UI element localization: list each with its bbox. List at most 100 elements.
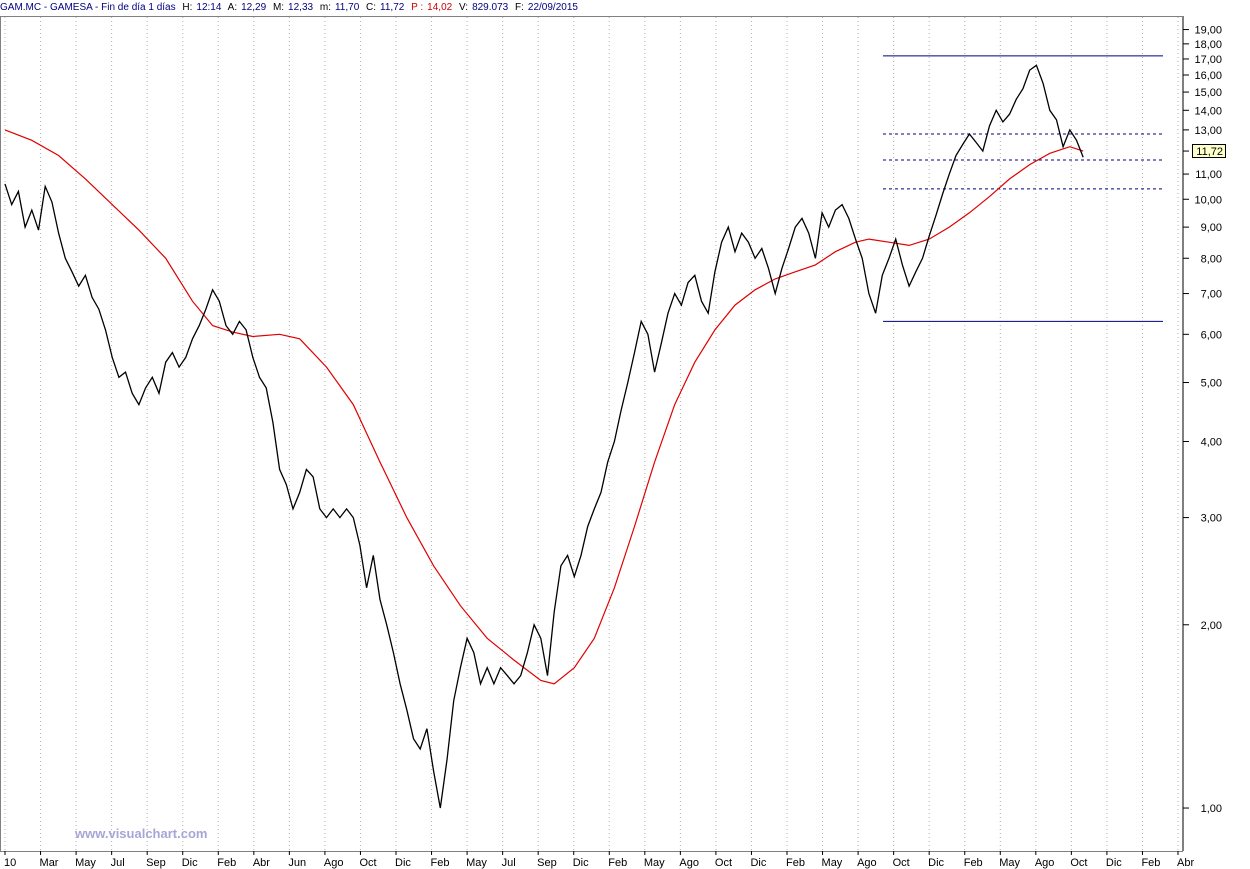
y-tick: 3,00 [1183, 513, 1222, 525]
y-tick-label: 16,00 [1194, 70, 1222, 82]
x-tick: Feb [964, 851, 983, 869]
x-tick: 10 [4, 851, 16, 869]
y-tick: 16,00 [1183, 70, 1222, 82]
x-tick: Oct [1070, 851, 1087, 869]
a-label: A: [227, 2, 238, 13]
x-axis: 10 Mar May Jul Sep Dic Feb Abr Jun Ago Oct Dic Feb Ma… [4, 851, 1194, 869]
x-tick: Abr [253, 851, 270, 869]
y-tick: 2,00 [1183, 620, 1222, 632]
x-tick: Jul [111, 851, 125, 869]
m-value: 12,33 [288, 2, 314, 13]
y-tick: 18,00 [1183, 39, 1222, 51]
x-tick: May [822, 851, 843, 869]
x-tick: Oct [359, 851, 377, 869]
x-tick-label: Abr [1177, 857, 1194, 869]
lo-label: m: [319, 2, 331, 13]
grid-layer [0, 16, 1183, 852]
x-tick: Feb [786, 851, 805, 869]
v-label: V: [458, 2, 469, 13]
x-tick: Feb [217, 851, 236, 869]
x-tick-label: Dic [1106, 857, 1122, 869]
y-tick-label: 14,00 [1194, 105, 1222, 117]
x-tick-label: 10 [4, 857, 16, 869]
y-tick: 13,00 [1183, 125, 1222, 137]
x-tick-label: Dic [395, 857, 411, 869]
y-tick-label: 4,00 [1201, 437, 1222, 449]
x-tick: Jun [288, 851, 306, 869]
y-tick: 1,00 [1183, 803, 1222, 815]
y-tick: 17,00 [1183, 54, 1222, 66]
x-tick-label: Ago [679, 857, 699, 869]
level-lines [883, 55, 1163, 322]
x-tick-label: Dic [928, 857, 944, 869]
y-tick: 8,00 [1183, 253, 1222, 265]
x-tick: Oct [893, 851, 910, 869]
x-tick-label: Dic [750, 857, 766, 869]
x-tick-label: Feb [1141, 857, 1160, 869]
y-tick-label: 18,00 [1194, 39, 1222, 51]
x-tick: Dic [1106, 851, 1122, 869]
x-tick: Feb [608, 851, 627, 869]
p-label: P : [411, 2, 424, 13]
y-tick-label: 8,00 [1201, 253, 1222, 265]
x-tick: Oct [715, 851, 732, 869]
x-tick: Ago [324, 851, 344, 869]
x-tick-label: Abr [253, 857, 270, 869]
y-tick: 15,00 [1183, 87, 1222, 99]
v-value: 829.073 [472, 2, 509, 13]
y-tick-label: 9,00 [1201, 222, 1222, 234]
y-tick-label: 11,00 [1195, 169, 1222, 181]
x-tick-label: Ago [1035, 857, 1055, 869]
lo-value: 11,70 [334, 2, 360, 13]
moving-average-line [4, 129, 1084, 685]
y-tick: 10,00 [1183, 194, 1222, 206]
x-tick: Dic [928, 851, 945, 869]
y-tick-label: 3,00 [1201, 513, 1222, 525]
x-tick-label: May [822, 857, 843, 869]
x-tick-label: Feb [217, 857, 236, 869]
x-tick: Dic [395, 851, 411, 869]
x-tick: May [999, 851, 1021, 869]
x-tick: Ago [1035, 851, 1055, 869]
x-tick-label: Oct [715, 857, 732, 869]
x-tick-label: Dic [573, 857, 589, 869]
x-tick-label: May [466, 857, 487, 869]
f-value: 22/09/2015 [527, 2, 578, 13]
y-tick-label: 10,00 [1194, 194, 1222, 206]
m-label: M: [272, 2, 285, 13]
y-tick-label: 19,00 [1194, 25, 1222, 37]
x-tick: Sep [537, 851, 557, 869]
x-tick: May [644, 851, 665, 869]
x-tick-label: Jun [288, 857, 306, 869]
y-tick: 4,00 [1183, 437, 1222, 449]
x-tick: Dic [182, 851, 198, 869]
x-tick-label: May [75, 857, 96, 869]
x-tick-label: May [999, 857, 1020, 869]
x-tick-label: Feb [608, 857, 627, 869]
x-tick: Dic [573, 851, 589, 869]
x-tick-label: Sep [537, 857, 557, 869]
x-tick: Ago [857, 851, 877, 869]
h-label: H: [182, 2, 193, 13]
x-tick-label: Oct [359, 857, 376, 869]
y-tick: 14,00 [1183, 105, 1222, 117]
y-tick-label: 1,00 [1201, 803, 1222, 815]
c-label: C: [366, 2, 377, 13]
last-price-tag: 11,72 [1192, 144, 1226, 158]
y-tick: 11,00 [1183, 169, 1222, 181]
y-axis-panel [1183, 16, 1250, 869]
y-tick-label: 6,00 [1201, 329, 1222, 341]
y-tick-label: 17,00 [1194, 54, 1222, 66]
x-tick: Mar [40, 851, 59, 869]
c-value: 11,72 [380, 2, 405, 13]
x-tick: May [75, 851, 96, 869]
y-tick-label: 13,00 [1194, 125, 1222, 137]
p-value: 14,02 [427, 2, 453, 13]
x-tick: Feb [1141, 851, 1160, 869]
symbol-title: GAM.MC - GAMESA - Fin de día 1 días [0, 2, 176, 13]
x-tick-label: Dic [182, 857, 198, 869]
x-tick-label: Ago [324, 857, 344, 869]
plot-border [0, 16, 1183, 852]
y-axis: 19,0018,0017,0016,0015,0014,0013,0012,00… [1183, 16, 1250, 869]
